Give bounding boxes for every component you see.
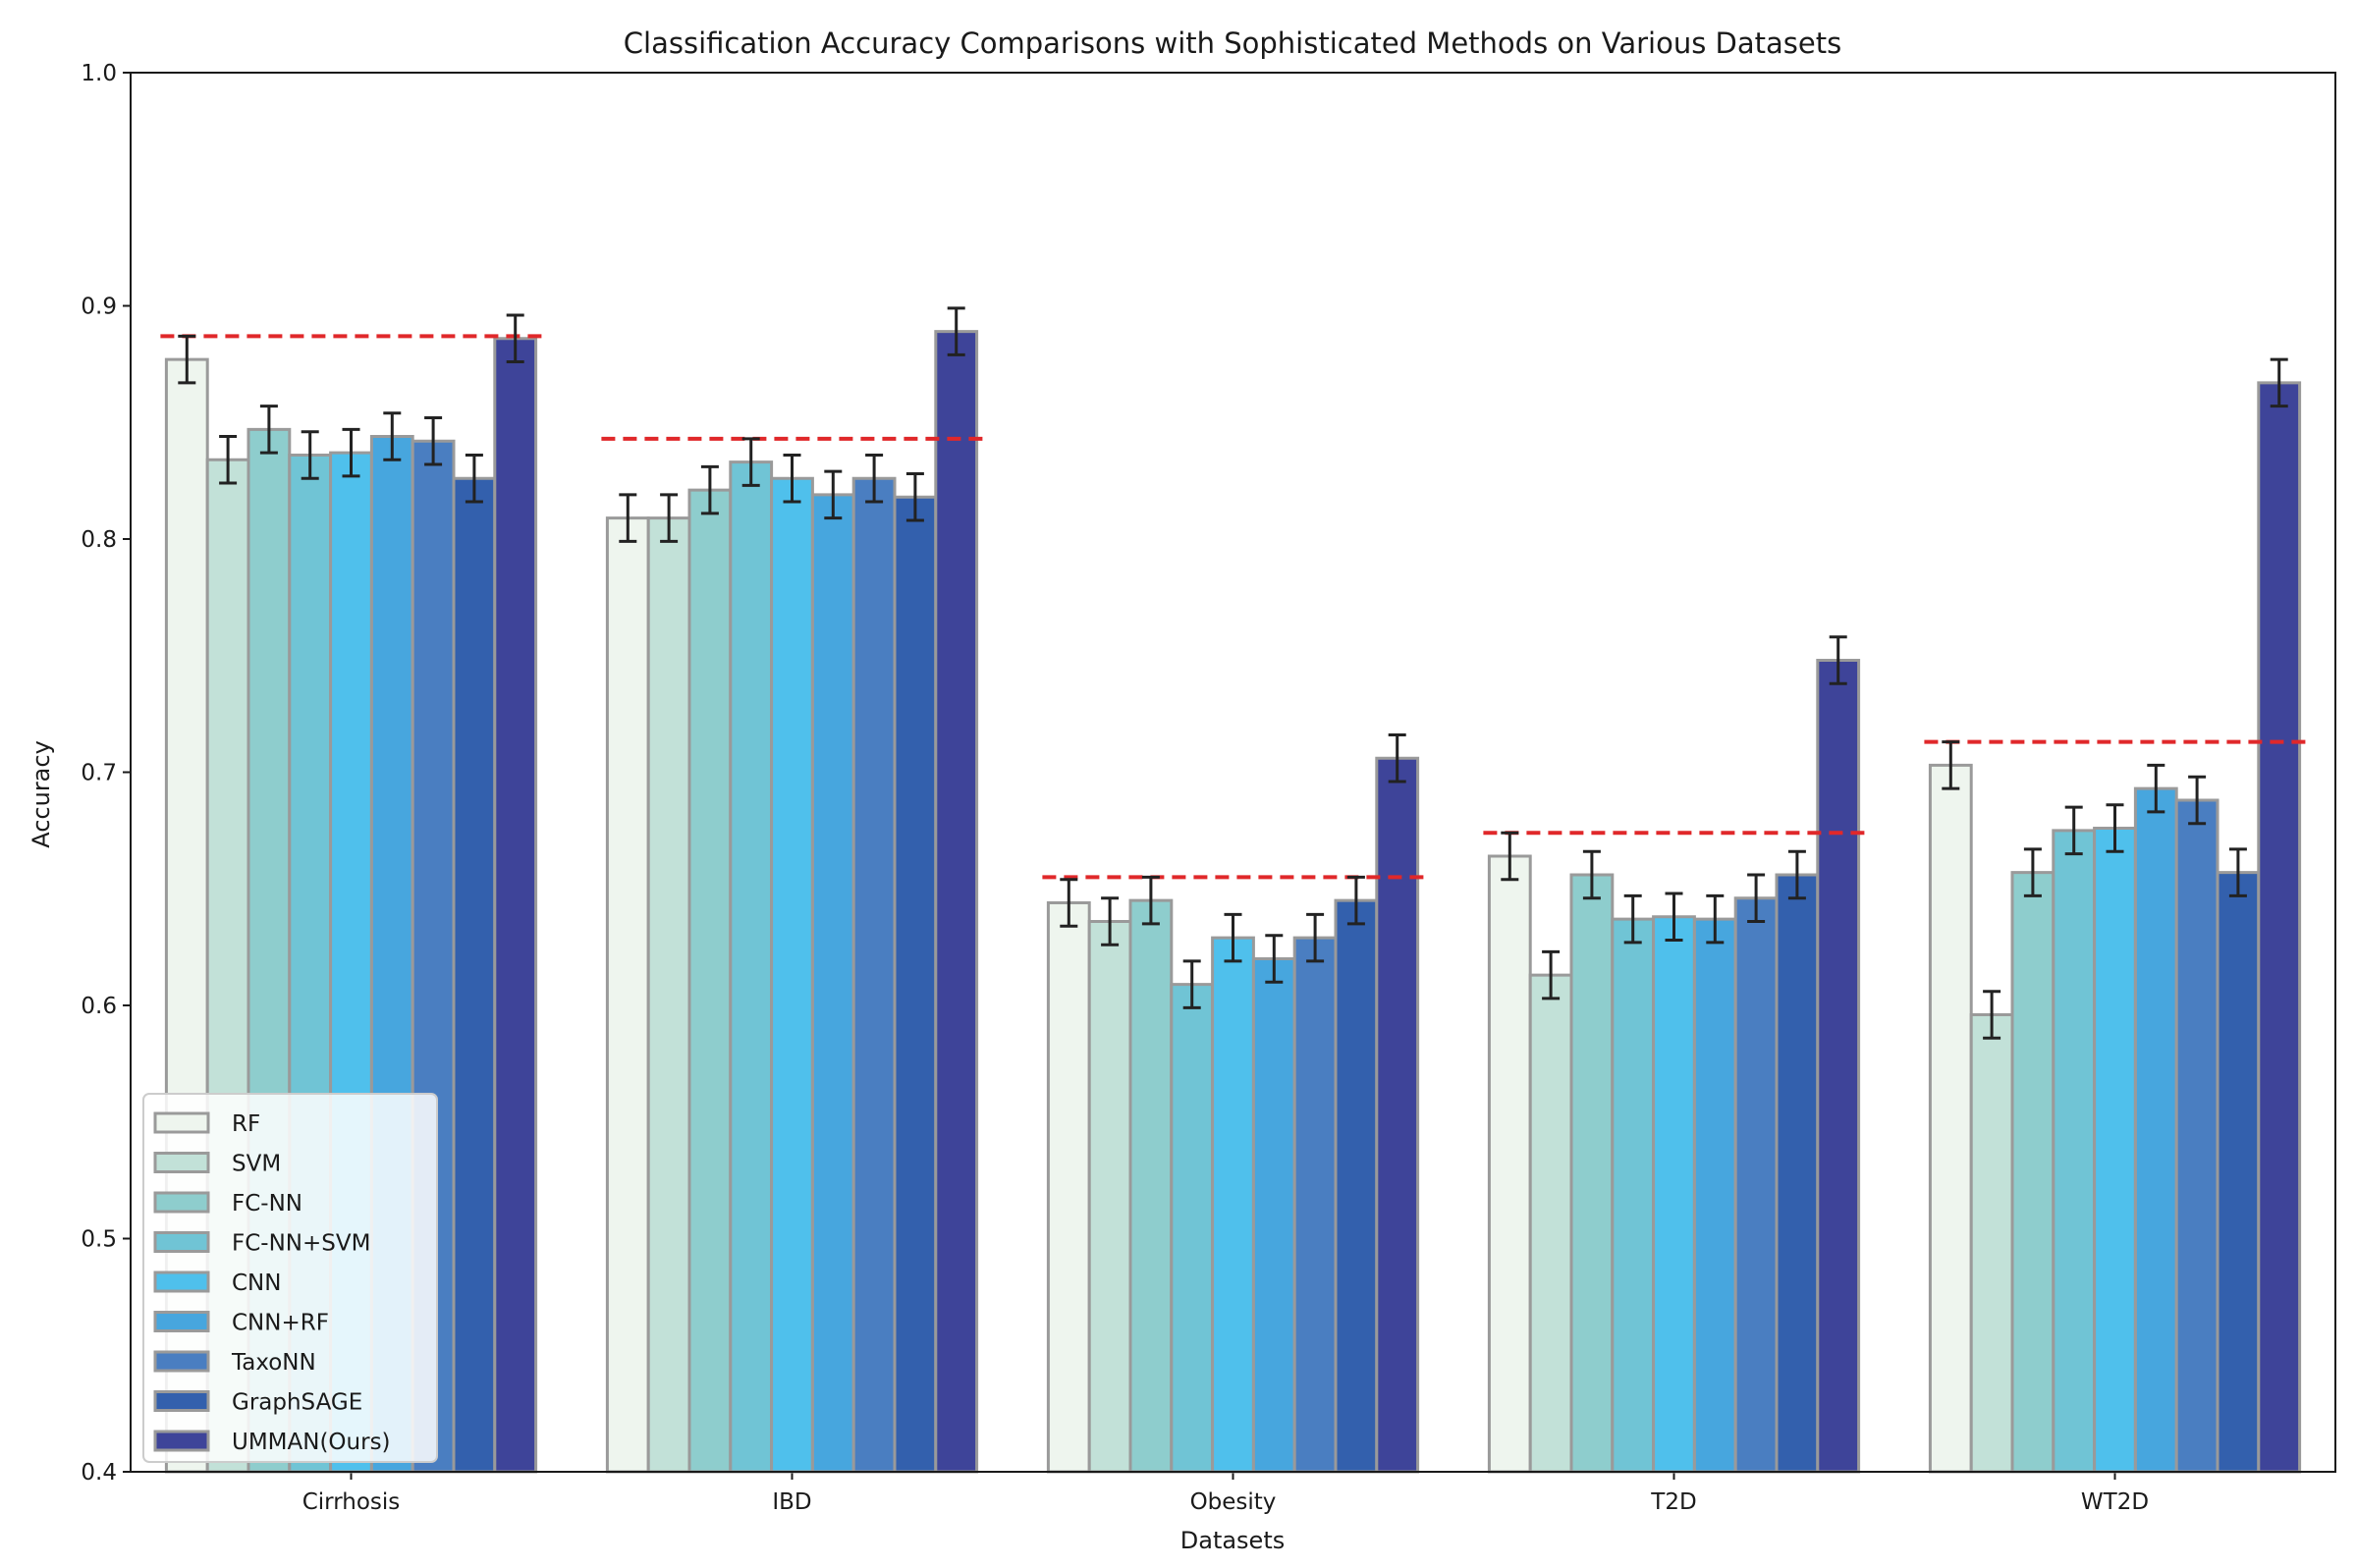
y-tick-label: 1.0: [81, 61, 117, 86]
legend-swatch: [153, 1430, 210, 1452]
bar: [1528, 973, 1573, 1474]
legend-swatch: [153, 1311, 210, 1332]
bar: [1969, 1013, 2014, 1474]
y-axis-label: Accuracy: [27, 740, 55, 848]
legend-swatch: [153, 1231, 210, 1253]
legend-swatch: [153, 1152, 210, 1173]
legend-swatch: [153, 1390, 210, 1412]
legend-swatch: [153, 1111, 210, 1134]
x-tick-label: Obesity: [1190, 1489, 1277, 1515]
bar: [2010, 871, 2056, 1474]
bar: [934, 330, 979, 1474]
bar: [1652, 915, 1696, 1474]
bar: [1375, 756, 1420, 1474]
x-tick-label: IBD: [772, 1489, 811, 1515]
x-tick-label: T2D: [1650, 1489, 1696, 1515]
plot-frame: [130, 72, 2336, 1473]
bar: [1775, 873, 1820, 1474]
bar: [605, 516, 650, 1474]
legend-label: SVM: [232, 1152, 281, 1177]
bar: [2174, 798, 2220, 1474]
bar: [2257, 381, 2302, 1474]
bar: [2093, 827, 2137, 1474]
bar: [851, 476, 897, 1474]
error-bars-group: [178, 306, 2288, 1040]
bar: [1611, 917, 1656, 1474]
bar: [687, 488, 733, 1474]
bar: [1692, 917, 1737, 1474]
x-tick-label: WT2D: [2081, 1489, 2149, 1515]
x-axis-ticks: Cirrhosis IBD Obesity T2D WT2D: [302, 1472, 2149, 1515]
legend-label: FC-NN: [232, 1191, 302, 1217]
y-tick-label: 0.8: [81, 527, 117, 553]
y-axis-ticks: 0.4 0.5 0.6 0.7 0.8 0.9 1.0: [81, 61, 131, 1486]
bar: [2052, 829, 2097, 1474]
bar: [452, 476, 497, 1474]
bar: [1816, 659, 1861, 1474]
bar: [893, 495, 938, 1474]
legend-label: CNN: [232, 1271, 281, 1296]
bar: [1733, 896, 1779, 1474]
x-tick-label: Cirrhosis: [302, 1489, 401, 1515]
bar: [1569, 873, 1615, 1474]
bar: [1251, 957, 1296, 1474]
legend-swatch: [153, 1191, 210, 1214]
y-tick-label: 0.6: [81, 994, 117, 1019]
bar: [1211, 936, 1255, 1474]
y-tick-label: 0.5: [81, 1227, 117, 1253]
bar: [493, 337, 538, 1474]
bar: [1170, 983, 1215, 1474]
legend: RF SVM FC-NN FC-NN+SVM CNN CNN+RF TaxoNN GraphS…: [142, 1093, 438, 1463]
legend-swatch: [153, 1271, 210, 1293]
bar: [1128, 898, 1174, 1474]
bar: [1292, 936, 1338, 1474]
bar: [1487, 854, 1532, 1474]
x-axis-label: Datasets: [1180, 1527, 1286, 1554]
legend-label: FC-NN+SVM: [232, 1231, 370, 1257]
y-tick-label: 0.7: [81, 761, 117, 786]
bar: [1334, 898, 1379, 1474]
legend-label: CNN+RF: [232, 1311, 329, 1336]
bar: [770, 476, 814, 1474]
bar: [1928, 763, 1973, 1474]
legend-label: TaxoNN: [231, 1350, 316, 1376]
bar: [2133, 786, 2178, 1474]
legend-swatch: [153, 1350, 210, 1373]
bar: [2216, 871, 2261, 1474]
bar: [1087, 920, 1132, 1474]
chart-title: Classification Accuracy Comparisons with…: [624, 27, 1841, 60]
y-tick-label: 0.9: [81, 295, 117, 320]
y-tick-label: 0.4: [81, 1460, 117, 1486]
legend-box: [142, 1093, 438, 1463]
legend-label: UMMAN(Ours): [232, 1430, 391, 1455]
bar: [729, 460, 774, 1474]
legend-label: RF: [232, 1111, 260, 1137]
bar: [1046, 901, 1091, 1474]
bar: [646, 516, 691, 1474]
legend-label: GraphSAGE: [232, 1390, 362, 1416]
bar: [810, 493, 855, 1474]
